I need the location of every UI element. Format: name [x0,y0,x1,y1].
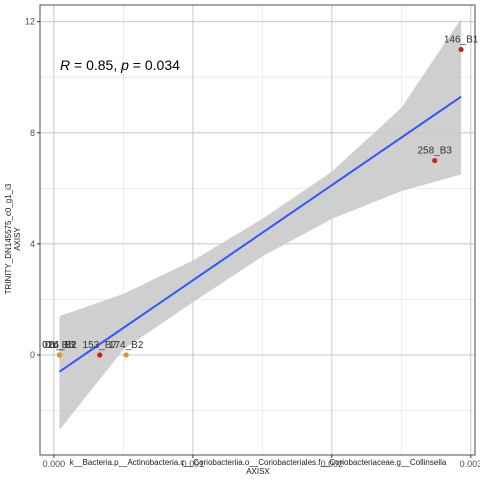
y-axis-label: TRINITY_DN145575_c0_g1_i3 [4,183,13,294]
grid-lines [40,5,475,455]
y-axis-ticks: 0 4 8 12 [25,17,40,360]
x-axis-label: k__Bacteria.p__Actinobacteria.c__Corioba… [70,458,447,467]
point-label: 024_B2 [42,340,77,351]
stat-annotation: R = 0.85, p = 0.034 [60,57,180,73]
point-label: 01_B5 [45,340,74,351]
data-point [97,352,103,358]
x-axis-label-secondary: AXISX [246,467,270,476]
regression-line [58,95,462,373]
data-points [56,46,464,358]
y-tick-label: 4 [30,239,35,249]
x-axis-ticks: 0.000 0.001 0.002 0.003 [43,455,480,469]
point-label: 258_B3 [417,146,452,157]
point-label: 174_B2 [109,340,144,351]
y-tick-label: 12 [25,17,35,27]
x-tick-label: 0.002 [321,459,344,469]
y-tick-label: 0 [30,350,35,360]
plot-border [39,4,476,456]
y-tick-label: 8 [30,128,35,138]
data-point [458,46,464,53]
x-tick-label: 0.003 [460,459,480,469]
point-label: 146_B1 [444,34,479,45]
confidence-band [59,18,462,431]
point-label: 016_B1 [42,340,77,351]
y-axis-label-secondary: AXISY [13,227,22,251]
x-tick-label: 0.001 [182,459,205,469]
data-point [123,352,129,358]
data-point [56,352,63,358]
point-label: 153_B7 [83,340,118,351]
data-point [432,157,438,164]
x-tick-label: 0.000 [43,459,66,469]
